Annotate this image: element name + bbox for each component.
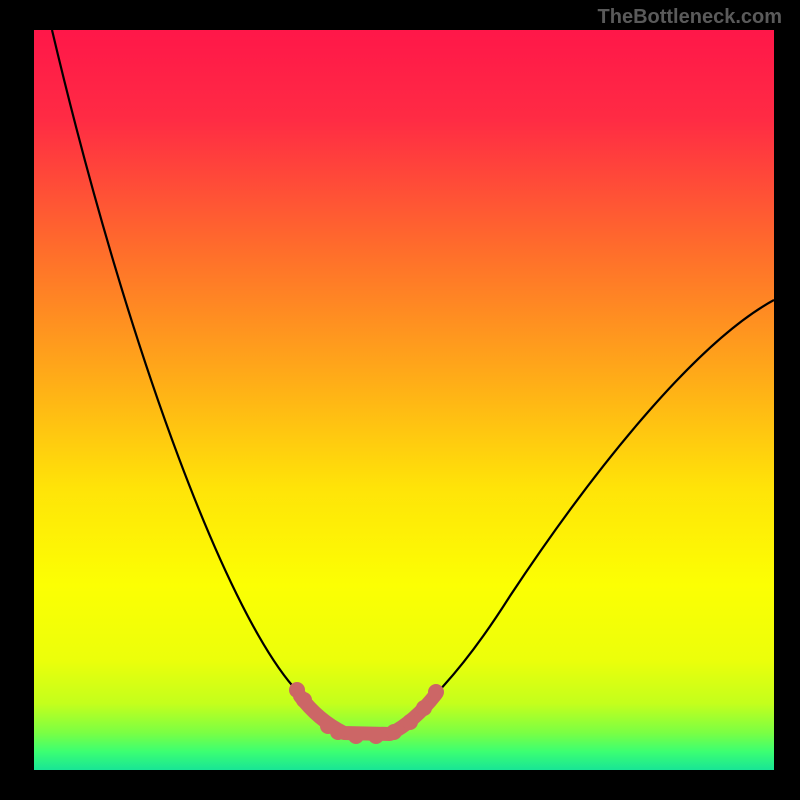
watermark-text: TheBottleneck.com <box>598 6 782 29</box>
chart-svg <box>0 0 800 800</box>
gradient-background <box>34 30 774 770</box>
plot-area <box>0 0 800 800</box>
